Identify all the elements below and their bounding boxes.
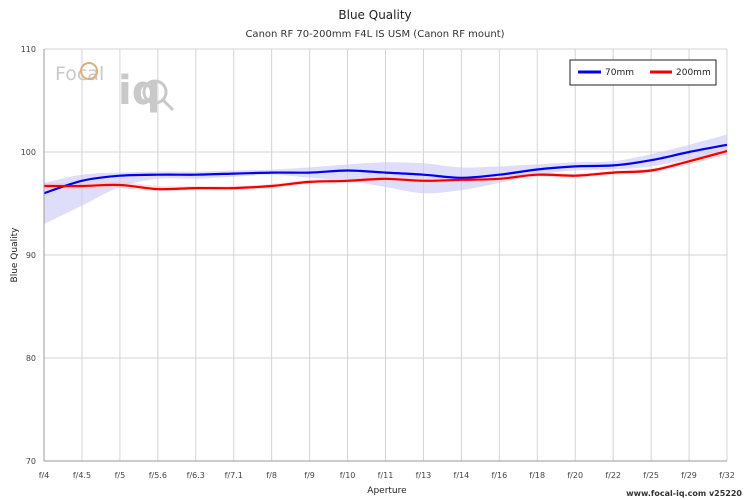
chart-title: Blue Quality <box>338 8 411 22</box>
x-tick-label: f/11 <box>378 471 394 480</box>
axes <box>43 49 727 462</box>
x-tick-label: f/4 <box>39 471 50 480</box>
logo-lens-ring <box>80 62 98 80</box>
y-tick-label: 110 <box>21 45 36 54</box>
logo-magnifier-handle <box>161 98 175 112</box>
x-tick-label: f/25 <box>643 471 659 480</box>
logo-text-iq: iq <box>118 68 160 114</box>
x-tick-label: f/7.1 <box>225 471 243 480</box>
x-tick-label: f/32 <box>719 471 735 480</box>
x-tick-label: f/5.6 <box>149 471 167 480</box>
y-tick-label: 80 <box>26 354 36 363</box>
legend-label-200mm: 200mm <box>676 68 711 78</box>
y-tick-label: 70 <box>26 457 36 466</box>
y-tick-label: 100 <box>21 148 36 157</box>
x-tick-label: f/6.3 <box>187 471 205 480</box>
x-tick-label: f/8 <box>266 471 277 480</box>
chart-subtitle: Canon RF 70-200mm F4L IS USM (Canon RF m… <box>245 29 504 40</box>
x-tick-label: f/22 <box>605 471 621 480</box>
x-tick-label: f/18 <box>529 471 545 480</box>
legend-label-70mm: 70mm <box>605 68 634 78</box>
y-axis-label: Blue Quality <box>10 227 20 283</box>
footer-watermark: www.focal-iq.com v25220 <box>626 489 742 498</box>
band-200mm <box>44 146 727 192</box>
series-line-70mm <box>43 143 728 195</box>
series-line-200mm <box>43 149 728 191</box>
x-tick-label: f/29 <box>681 471 697 480</box>
series-lines <box>43 143 728 195</box>
x-tick-label: f/13 <box>416 471 432 480</box>
y-tick-labels: 70 80 90 100 110 <box>21 45 36 466</box>
x-tick-labels: f/4 f/4.5 f/5 f/5.6 f/6.3 f/7.1 f/8 f/9 f/10 f/11… <box>39 471 735 480</box>
x-tick-label: f/9 <box>304 471 315 480</box>
x-tick-label: f/14 <box>454 471 470 480</box>
legend: 70mm 200mm <box>569 59 717 86</box>
grid <box>43 48 728 462</box>
x-tick-label: f/5 <box>115 471 126 480</box>
focal-iq-logo: Focal iq <box>55 62 175 114</box>
x-axis-label: Aperture <box>367 486 407 496</box>
x-tick-label: f/20 <box>567 471 583 480</box>
x-tick-label: f/4.5 <box>73 471 91 480</box>
logo-magnifier-icon <box>142 79 168 105</box>
x-tick-label: f/10 <box>340 471 356 480</box>
y-tick-label: 90 <box>26 251 36 260</box>
x-tick-label: f/16 <box>491 471 507 480</box>
